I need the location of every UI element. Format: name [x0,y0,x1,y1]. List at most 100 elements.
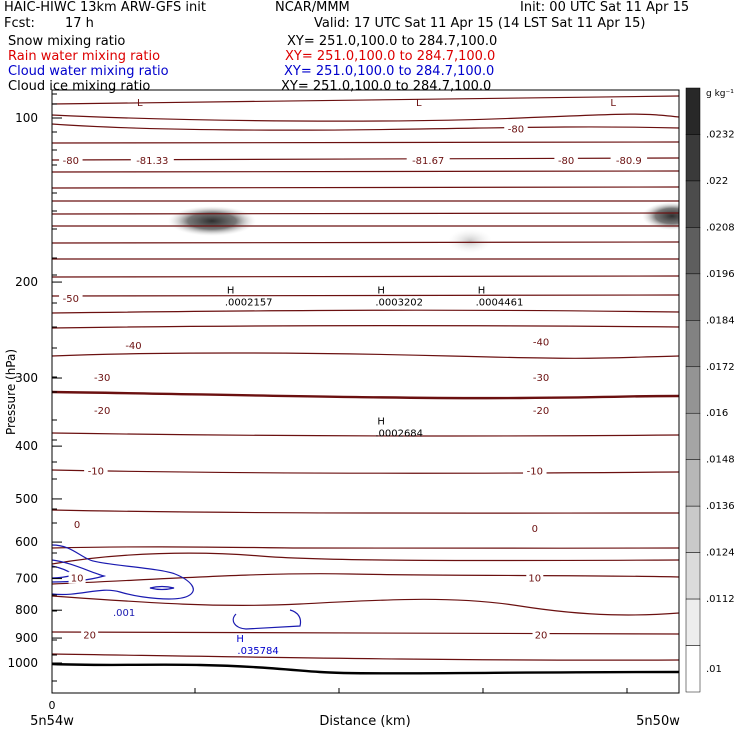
isotherm-line [52,113,679,122]
snow-blob-main [168,206,256,236]
x-tick-label: 0 [49,699,56,712]
isotherm-line [52,309,679,314]
fcst-label: Fcst: [4,16,35,31]
temperature-label-bg [130,154,174,167]
y-tick-label: 300 [15,371,38,385]
x-minor-ticks [194,688,628,693]
colorbar-label: .016 [706,408,728,419]
y-tick-label: 200 [15,275,38,289]
colorbar-label: .0148 [706,455,735,466]
x-endpoint-right: 5n50w [636,714,680,729]
isotherm-line [52,546,679,550]
surface-line [52,662,679,675]
temperature-label: 20 [83,630,96,641]
extremum-mark: H [377,416,385,427]
y-tick-label: 1000 [7,656,38,670]
field-cloudwater-xy: XY= 251.0,100.0 to 284.7,100.0 [284,64,495,79]
isotherm-line [52,552,679,565]
isotherm-line [52,241,679,244]
y-minor-ticks [52,93,57,682]
colorbar-swatch [685,366,701,414]
field-snow-name: Snow mixing ratio [8,34,126,49]
temperature-label-bg [81,628,99,641]
colorbar-unit: g kg⁻¹ [706,89,734,99]
temperature-label-bg [504,122,528,135]
temperature-label: -30 [533,373,549,384]
colorbar-swatch [685,505,701,553]
isotherm-line [52,95,679,105]
temperature-label: -10 [88,466,104,477]
colorbar-swatch [685,87,701,135]
temperature-label: -40 [125,341,141,352]
cloud-water-contours [52,544,302,630]
isotherm-line [52,469,679,474]
extremum-mark: H [227,286,235,297]
temperature-label: -30 [94,373,110,384]
temperature-label: 0 [532,524,538,535]
colorbar-swatch [685,273,701,321]
cloud-water-label: .001 [113,608,135,619]
temperature-label-bg [529,335,553,348]
y-tick-label: 700 [15,572,38,586]
extremum-value: .0002684 [375,428,423,439]
colorbar-label: .0184 [706,315,735,326]
temperature-label: -20 [94,406,110,417]
colorbar-swatch [685,180,701,228]
colorbar-label: .0208 [706,222,735,233]
colorbar-swatch [685,320,701,368]
extremum-value: .035784 [237,646,278,657]
temperature-label-bg [121,338,146,351]
temperature-label: 20 [535,630,548,641]
x-axis-title: Distance (km) [319,714,410,729]
cloud-water-contour [232,609,302,630]
snow-blob-edge [642,202,679,230]
isotherm-line [52,390,679,400]
isotherm-line [52,595,679,616]
isotherm-line [52,573,679,585]
colorbar-swatch [685,645,701,693]
extremum-value: .0002157 [225,298,273,309]
isotherm-line [52,212,679,215]
valid-time: Valid: 17 UTC Sat 11 Apr 15 (14 LST Sat … [314,16,646,31]
isotherm-line [52,653,679,661]
y-tick-label: 900 [15,631,38,645]
temperature-label-bg [90,371,114,384]
fcst-value: 17 h [65,16,94,31]
temperature-label: -80 [63,156,79,167]
colorbar-label: .0232 [706,129,735,140]
isotherm-line [52,509,679,514]
colorbar-label: .0172 [706,362,735,373]
colorbar-label: .0124 [706,548,735,559]
temperature-label-bg [523,464,547,477]
temperature-label: 0 [74,520,80,531]
isotherm-line [52,432,679,437]
colorbar-label: .0196 [706,269,735,280]
colorbar-swatch [685,227,701,275]
extremum-mark: H [478,286,486,297]
temperature-label-bg [84,464,108,477]
isotherm-line [52,141,679,144]
y-tick-label: 400 [15,439,38,453]
temperature-label-bg [68,571,86,584]
temperature-label-bg [406,154,450,167]
field-rain-xy: XY= 251.0,100.0 to 284.7,100.0 [285,49,496,64]
colorbar-swatch [685,459,701,507]
temperature-label-bg [554,154,578,167]
temperature-label-bg [59,292,83,305]
isotherm-line [52,186,679,189]
temperature-label: -50 [63,294,79,305]
temperature-label: -81.67 [412,156,444,167]
temperature-label: -10 [527,466,543,477]
y-axis-title: Pressure (hPa) [4,349,18,435]
temperature-label: 10 [528,574,541,585]
temperature-label-bg [529,404,553,417]
field-cloudwater-name: Cloud water mixing ratio [8,64,169,79]
isotherm-line [52,170,679,173]
temperature-label-bg [90,404,114,417]
temperature-label: 10 [71,574,84,585]
y-tick-label: 600 [15,535,38,549]
cloud-water-contour [52,544,194,600]
extremum-mark: H [236,634,244,645]
temperature-label-bg [532,628,550,641]
extremum-value: .0003202 [375,298,423,309]
